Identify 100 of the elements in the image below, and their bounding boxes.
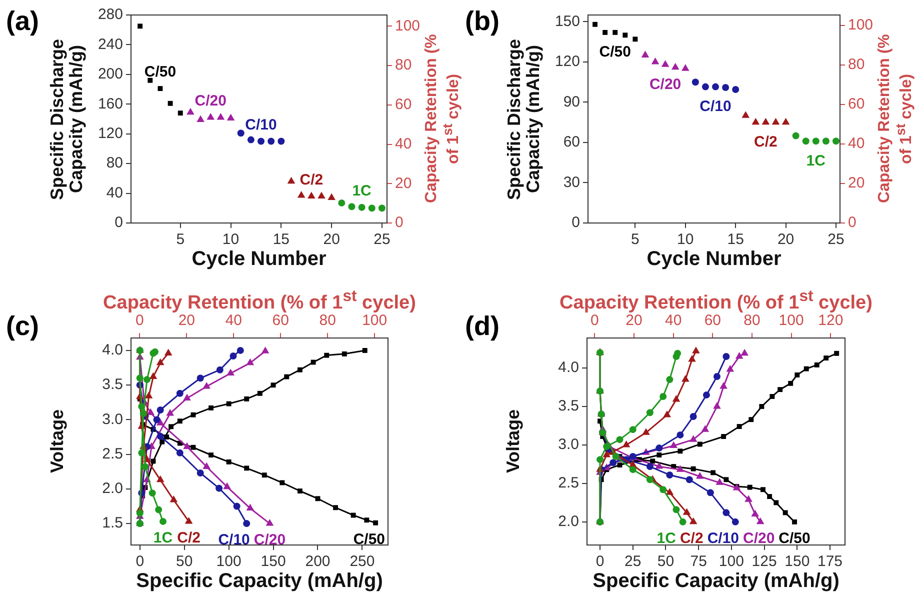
x-axis-title: Cycle Number: [646, 248, 782, 270]
series-label: C/10: [245, 116, 277, 134]
point: [144, 376, 151, 384]
x-tick-label: 15: [272, 231, 290, 248]
x-axis-title: Cycle Number: [190, 248, 328, 270]
x2-tick-label: 40: [664, 312, 682, 330]
x-tick-label: 0: [596, 553, 604, 570]
point: [176, 390, 184, 397]
point: [358, 204, 366, 211]
x-tick-label: 5: [176, 231, 185, 248]
x-tick-label: 100: [216, 553, 242, 570]
point: [760, 487, 766, 492]
x-tick-label: 50: [176, 553, 193, 570]
point: [794, 372, 800, 378]
point: [692, 346, 700, 354]
x-tick-label: 10: [222, 231, 240, 248]
point: [226, 459, 232, 464]
series-label: C/10: [700, 98, 732, 115]
point: [732, 86, 740, 93]
point: [722, 509, 730, 516]
y2-tick-label: 20: [395, 174, 412, 192]
x2-axis-title: Capacity Retention (% of 1$^{st}$ cycle): [560, 288, 872, 314]
point: [688, 355, 696, 362]
point: [603, 443, 610, 450]
point: [196, 374, 204, 382]
point: [168, 424, 174, 430]
point: [146, 408, 154, 416]
point: [138, 24, 143, 29]
y-tick-label: 90: [563, 93, 580, 110]
point: [622, 32, 628, 38]
point: [178, 110, 183, 116]
point: [788, 380, 794, 386]
point: [233, 502, 240, 510]
point: [792, 132, 800, 140]
x2-tick-label: 60: [272, 312, 289, 330]
point: [236, 346, 244, 354]
point: [712, 83, 720, 90]
point: [692, 78, 699, 86]
series-label: C/20: [649, 76, 682, 93]
y-tick-label: 30: [563, 174, 580, 191]
point: [778, 387, 783, 392]
y-tick-label: 3.5: [102, 376, 123, 394]
point: [244, 466, 250, 471]
point: [318, 192, 326, 199]
point: [206, 113, 215, 120]
point: [158, 86, 163, 92]
point: [266, 519, 274, 526]
point: [742, 111, 750, 118]
point: [208, 452, 214, 458]
x-tick-label: 0: [136, 553, 144, 570]
point: [666, 488, 674, 495]
point: [690, 466, 696, 472]
y-tick-label: 1.5: [102, 514, 123, 532]
point: [308, 192, 316, 199]
y2-tick-label: 80: [395, 56, 412, 74]
point: [834, 350, 840, 356]
point: [676, 465, 684, 472]
point: [262, 472, 267, 478]
point: [184, 516, 193, 524]
point: [682, 508, 691, 515]
point: [368, 204, 376, 212]
point: [230, 352, 237, 360]
y-tick-label: 2.0: [102, 480, 123, 498]
y-tick-label: 280: [98, 6, 123, 24]
point: [602, 450, 610, 458]
x-tick-label: 10: [677, 231, 694, 248]
point: [246, 504, 254, 511]
point: [247, 136, 254, 144]
x-tick-label: 200: [305, 553, 330, 570]
point: [196, 470, 204, 476]
point: [156, 358, 164, 366]
x-tick-label: 20: [777, 231, 794, 248]
series-label: C/50: [353, 530, 385, 548]
x2-tick-label: 40: [225, 312, 242, 330]
y-axis-title: Specific Discharge Capacity (mAh/g): [504, 37, 544, 202]
point: [772, 118, 780, 125]
y-tick-label: 120: [554, 53, 580, 70]
y2-tick-label: 80: [848, 56, 865, 73]
point: [257, 390, 262, 396]
point: [592, 22, 598, 27]
y2-tick-label: 100: [848, 16, 874, 34]
point: [610, 459, 617, 466]
point: [616, 436, 624, 444]
point: [364, 518, 370, 523]
y-tick-label: 200: [98, 66, 123, 83]
y2-tick-label: 20: [848, 174, 865, 192]
point: [297, 367, 302, 372]
point: [650, 458, 656, 464]
y-tick-label: 2.0: [558, 513, 579, 530]
point: [656, 444, 663, 452]
point: [744, 495, 752, 502]
point: [666, 376, 674, 384]
point: [686, 476, 693, 484]
point: [674, 350, 682, 357]
point: [164, 348, 172, 356]
point: [328, 193, 336, 200]
y-tick-label: 4.0: [102, 342, 123, 359]
point: [324, 352, 330, 358]
point: [142, 463, 149, 470]
y-tick-label: 120: [98, 125, 123, 142]
